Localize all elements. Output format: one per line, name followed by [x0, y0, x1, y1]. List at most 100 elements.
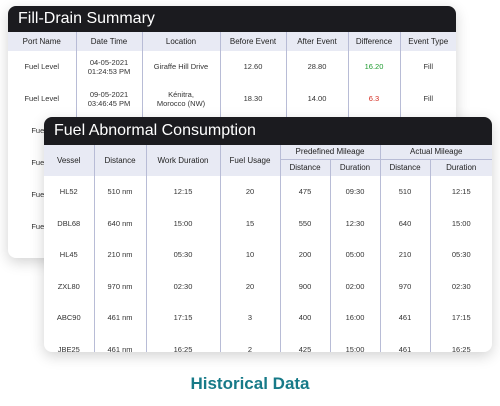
before-event-cell: 18.30	[220, 83, 287, 115]
column-header[interactable]: Fuel Usage	[220, 145, 281, 176]
actual-distance-cell: 461	[380, 302, 431, 334]
location-line: Kénitra,	[168, 89, 194, 99]
column-header[interactable]: Location	[142, 32, 221, 51]
after-event-cell: 28.80	[286, 51, 349, 83]
predefined-distance-cell: 200	[280, 239, 331, 271]
after-event-cell: 14.00	[286, 83, 349, 115]
actual-distance-cell: 461	[380, 333, 431, 352]
event-type-cell: Fill	[423, 62, 434, 72]
column-header[interactable]: Event Type	[400, 32, 456, 51]
fill-drain-title: Fill-Drain Summary	[8, 6, 456, 32]
column-header[interactable]: Duration	[330, 158, 381, 176]
time-text: 03:46:45 PM	[87, 99, 131, 108]
column-group-header: Actual Mileage	[380, 145, 492, 159]
difference-cell: 16.20	[348, 51, 401, 83]
table-row[interactable]: Fuel Level 04-05-2021 01:24:53 PM Giraffe H…	[8, 51, 456, 83]
before-event-cell: 12.60	[220, 51, 287, 83]
work-duration-cell: 16:25	[146, 333, 221, 352]
location-cell: Giraffe Hill Drive	[142, 51, 221, 83]
fuel-abnormal-title: Fuel Abnormal Consumption	[44, 117, 492, 145]
port-name-cell: Fuel Level	[8, 83, 77, 115]
distance-cell: 970 nm	[94, 270, 147, 302]
work-duration-cell: 12:15	[146, 176, 221, 208]
predefined-duration-cell: 15:00	[330, 333, 381, 352]
predefined-duration-cell: 16:00	[330, 302, 381, 334]
predefined-distance-cell: 900	[280, 270, 331, 302]
distance-cell: 640 nm	[94, 207, 147, 239]
actual-duration-cell: 02:30	[451, 281, 471, 291]
work-duration-cell: 15:00	[146, 207, 221, 239]
fuel-usage-cell: 10	[220, 239, 281, 271]
vessel-cell: HL45	[44, 239, 95, 271]
column-header[interactable]: Vessel	[44, 145, 95, 176]
distance-cell: 210 nm	[94, 239, 147, 271]
table-row[interactable]: ABC90 461 nm 17:15 3 400 16:00 461 17:15	[44, 302, 492, 334]
date-text: 09-05-2021	[89, 89, 129, 99]
table-row[interactable]: HL45 210 nm 05:30 10 200 05:00 210 05:30	[44, 239, 492, 271]
port-name-cell: Fuel Level	[8, 51, 77, 83]
vessel-cell: HL52	[44, 176, 95, 208]
predefined-distance-cell: 400	[280, 302, 331, 334]
location-line: Giraffe Hill Drive	[153, 62, 209, 72]
column-header[interactable]: Duration	[430, 158, 492, 176]
difference-cell: 6.3	[348, 83, 401, 115]
table-row[interactable]: Fuel Level 09-05-2021 03:46:45 PM Kénitra, M…	[8, 83, 456, 115]
column-header[interactable]: Date Time	[76, 32, 143, 51]
event-type-cell: Fill	[423, 94, 434, 104]
table-row[interactable]: JBE25 461 nm 16:25 2 425 15:00 461 16:25	[44, 333, 492, 352]
column-header[interactable]: Distance	[280, 158, 331, 176]
date-time-cell: 09-05-2021 03:46:45 PM	[76, 83, 143, 115]
fuel-header-row-2: Distance Duration Distance Duration	[44, 158, 492, 176]
date-text: 04-05-2021	[89, 57, 129, 67]
column-header[interactable]: Difference	[348, 32, 401, 51]
vessel-cell: ZXL80	[44, 270, 95, 302]
actual-duration-cell: 05:30	[451, 250, 471, 260]
table-row[interactable]: HL52 510 nm 12:15 20 475 09:30 510 12:15	[44, 176, 492, 208]
fuel-usage-cell: 20	[220, 270, 281, 302]
fuel-abnormal-table: Vessel Distance Work Duration Fuel Usage…	[44, 145, 492, 352]
column-header[interactable]: Distance	[94, 145, 147, 176]
fuel-usage-cell: 2	[220, 333, 281, 352]
predefined-duration-cell: 02:00	[330, 270, 381, 302]
column-header[interactable]: Before Event	[220, 32, 287, 51]
fuel-usage-cell: 15	[220, 207, 281, 239]
predefined-distance-cell: 550	[280, 207, 331, 239]
fuel-abnormal-consumption-card: Fuel Abnormal Consumption Vessel Distanc…	[44, 117, 492, 352]
distance-cell: 461 nm	[94, 333, 147, 352]
actual-distance-cell: 970	[380, 270, 431, 302]
fuel-usage-cell: 20	[220, 176, 281, 208]
distance-cell: 510 nm	[94, 176, 147, 208]
column-header[interactable]: After Event	[286, 32, 349, 51]
predefined-duration-cell: 12:30	[330, 207, 381, 239]
actual-distance-cell: 640	[380, 207, 431, 239]
table-row[interactable]: DBL68 640 nm 15:00 15 550 12:30 640 15:00	[44, 207, 492, 239]
work-duration-cell: 02:30	[146, 270, 221, 302]
fill-drain-header-row: Port Name Date Time Location Before Even…	[8, 32, 456, 51]
work-duration-cell: 17:15	[146, 302, 221, 334]
predefined-duration-cell: 09:30	[330, 176, 381, 208]
vessel-cell: DBL68	[44, 207, 95, 239]
actual-distance-cell: 210	[380, 239, 431, 271]
location-cell: Kénitra, Morocco (NW)	[142, 83, 221, 115]
predefined-distance-cell: 475	[280, 176, 331, 208]
actual-duration-cell: 17:15	[451, 313, 471, 323]
fuel-header-row-1: Vessel Distance Work Duration Fuel Usage…	[44, 145, 492, 176]
work-duration-cell: 05:30	[146, 239, 221, 271]
column-header[interactable]: Work Duration	[146, 145, 221, 176]
date-time-cell: 04-05-2021 01:24:53 PM	[76, 51, 143, 83]
actual-duration-cell: 16:25	[451, 344, 471, 352]
column-header[interactable]: Distance	[380, 158, 431, 176]
distance-cell: 461 nm	[94, 302, 147, 334]
vessel-cell: JBE25	[44, 333, 95, 352]
predefined-distance-cell: 425	[280, 333, 331, 352]
table-row[interactable]: ZXL80 970 nm 02:30 20 900 02:00 970 02:30	[44, 270, 492, 302]
vessel-cell: ABC90	[44, 302, 95, 334]
actual-duration-cell: 15:00	[451, 218, 471, 228]
predefined-duration-cell: 05:00	[330, 239, 381, 271]
fuel-usage-cell: 3	[220, 302, 281, 334]
column-header[interactable]: Port Name	[8, 32, 77, 51]
actual-duration-cell: 12:15	[451, 187, 471, 197]
location-line: Morocco (NW)	[156, 99, 206, 108]
actual-distance-cell: 510	[380, 176, 431, 208]
column-group-header: Predefined Mileage	[280, 145, 381, 159]
